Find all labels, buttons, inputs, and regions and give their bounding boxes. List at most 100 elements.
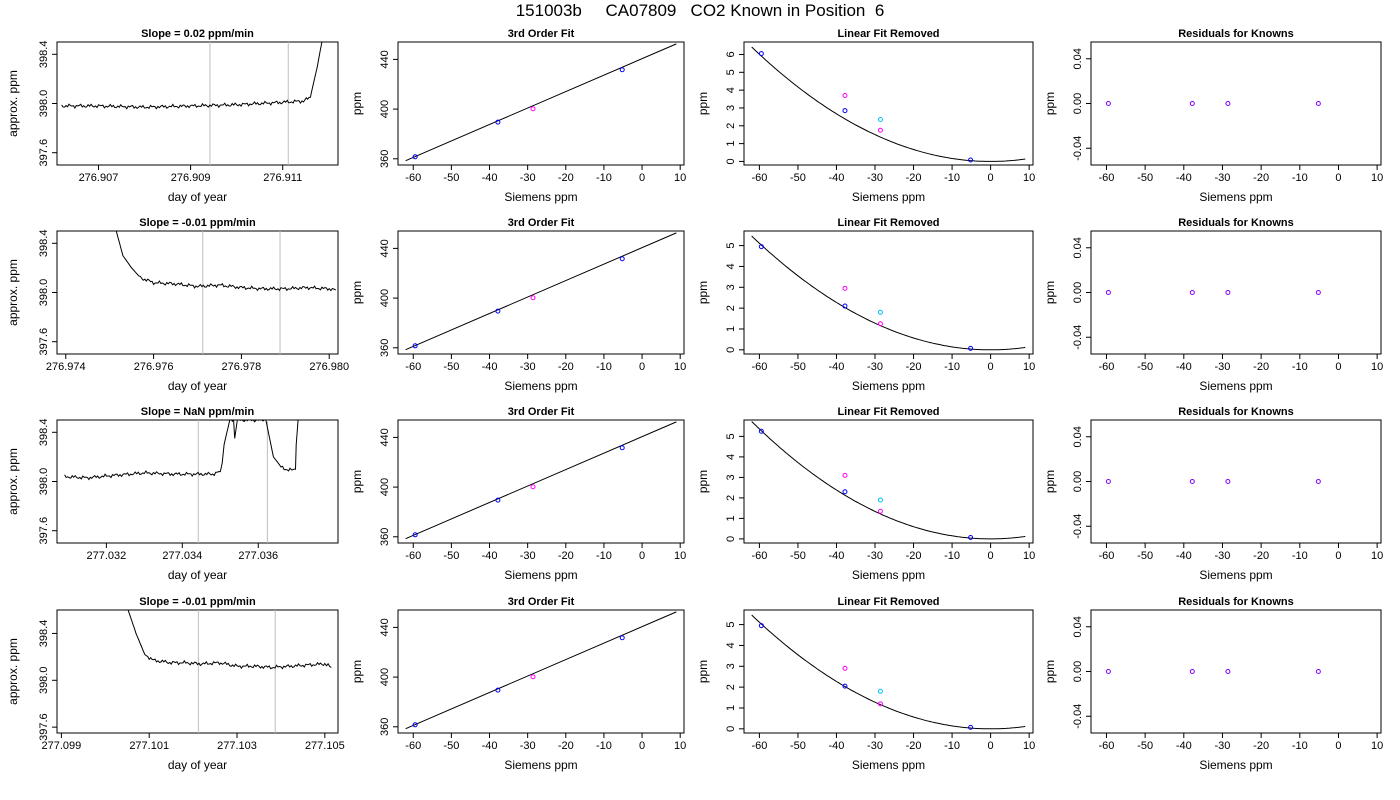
x-tick-label: 277.032 <box>86 550 126 562</box>
x-tick-label: 276.978 <box>222 361 262 373</box>
x-tick-label: 10 <box>674 172 686 184</box>
data-point <box>877 127 883 133</box>
y-tick-label: 440 <box>379 50 391 68</box>
x-axis-label: day of year <box>168 379 227 393</box>
x-tick-label: -10 <box>1292 740 1308 752</box>
fit-line <box>405 43 677 162</box>
y-tick-label: 0.00 <box>1072 471 1084 492</box>
y-tick-label: 0.04 <box>1072 48 1084 69</box>
x-tick-label: -20 <box>558 172 574 184</box>
x-tick-label: -50 <box>443 550 459 562</box>
plot-frame <box>397 419 685 544</box>
panel-timeseries-row2: Slope = -0.01 ppm/min 276.974 276.976 276.9… <box>6 217 349 393</box>
y-tick-label: 0 <box>725 158 737 164</box>
x-tick-label: -50 <box>790 361 806 373</box>
y-tick-label: 440 <box>379 618 391 636</box>
y-tick-label: 400 <box>379 478 391 496</box>
x-tick-label: 10 <box>1023 172 1035 184</box>
x-tick-label: -10 <box>1292 550 1308 562</box>
y-tick-label: 400 <box>379 289 391 307</box>
panel-title: Slope = 0.02 ppm/min <box>141 28 254 40</box>
x-tick-label: -60 <box>751 172 767 184</box>
x-tick-label: -30 <box>520 361 536 373</box>
fit-line <box>405 421 677 540</box>
x-tick-label: -50 <box>1137 550 1153 562</box>
x-tick-label: -30 <box>520 550 536 562</box>
y-tick-label: 0.04 <box>1072 616 1084 637</box>
y-tick-label: 397.6 <box>38 713 50 741</box>
x-tick-label: -20 <box>1253 550 1269 562</box>
panel-residuals-row1: Residuals for Knowns -60 -50 -40 -30 -20 -10 0 1… <box>1043 28 1383 204</box>
y-tick-label: 2 <box>725 305 737 311</box>
x-tick-label: 10 <box>1023 740 1035 752</box>
plot-area <box>115 231 337 354</box>
data-point <box>842 665 848 671</box>
y-axis-label: approx. ppm <box>6 448 20 515</box>
x-tick-label: -20 <box>906 361 922 373</box>
panel-title: 3rd Order Fit <box>508 596 575 608</box>
plot-area <box>64 420 299 543</box>
data-trace-line <box>127 610 332 670</box>
x-tick-label: -20 <box>558 361 574 373</box>
data-point <box>619 445 625 451</box>
plot-area <box>751 235 1026 351</box>
x-tick-label: 0 <box>639 172 645 184</box>
panel-title: Residuals for Knowns <box>1178 596 1294 608</box>
x-tick-label: 0 <box>988 172 994 184</box>
fit-line <box>405 232 677 351</box>
x-tick-label: -60 <box>1099 361 1115 373</box>
data-point <box>1225 669 1231 674</box>
panel-timeseries-row4: Slope = -0.01 ppm/min 277.099 277.101 277.1… <box>6 596 345 772</box>
fit-curve <box>751 421 1026 540</box>
data-point <box>1315 479 1321 484</box>
x-tick-label: -20 <box>558 550 574 562</box>
x-tick-label: -10 <box>596 361 612 373</box>
data-point <box>1225 479 1231 484</box>
plot-frame <box>56 41 339 166</box>
y-axis-label: ppm <box>350 660 364 683</box>
plot-area <box>405 611 677 730</box>
y-tick-label: 398.4 <box>38 419 50 447</box>
x-tick-label: 0 <box>639 361 645 373</box>
data-point <box>877 701 883 707</box>
y-tick-label: 0.00 <box>1072 282 1084 303</box>
data-point <box>530 484 536 490</box>
y-tick-label: 4 <box>725 87 737 93</box>
x-tick-label: -60 <box>405 172 421 184</box>
y-tick-label: 440 <box>379 239 391 257</box>
panel-fit-row3: 3rd Order Fit -60 -50 -40 -30 -20 -10 0 10 360 400… <box>350 406 686 582</box>
y-axis-label: ppm <box>350 470 364 493</box>
plot-frame <box>1090 230 1382 355</box>
x-tick-label: -10 <box>596 172 612 184</box>
data-point <box>1225 101 1231 106</box>
y-tick-label: 360 <box>379 150 391 168</box>
x-tick-label: -60 <box>751 361 767 373</box>
y-tick-label: 4 <box>725 454 737 460</box>
plot-area <box>405 43 677 162</box>
y-tick-label: 2 <box>725 684 737 690</box>
y-axis-label: ppm <box>696 470 710 493</box>
plot-area <box>751 46 1026 162</box>
data-point <box>1315 290 1321 295</box>
panel-timeseries-row1: Slope = 0.02 ppm/min 276.907 276.909 276.91… <box>6 28 339 204</box>
x-tick-label: -60 <box>405 740 421 752</box>
x-tick-label: -50 <box>443 172 459 184</box>
y-tick-label: 0 <box>725 536 737 542</box>
data-point <box>530 674 536 680</box>
plot-area <box>751 421 1026 540</box>
y-tick-label: 360 <box>379 528 391 546</box>
x-axis-label: Siemens ppm <box>1199 379 1272 393</box>
x-tick-label: 0 <box>988 740 994 752</box>
y-tick-label: 0.00 <box>1072 93 1084 114</box>
x-tick-label: -10 <box>944 361 960 373</box>
x-axis-label: Siemens ppm <box>1199 190 1272 204</box>
x-tick-label: -60 <box>751 550 767 562</box>
x-tick-label: 0 <box>988 550 994 562</box>
x-tick-label: 276.974 <box>46 361 86 373</box>
panel-title: Slope = -0.01 ppm/min <box>139 596 256 608</box>
x-axis-label: Siemens ppm <box>852 379 925 393</box>
data-point <box>1105 479 1111 484</box>
panel-fit-row4: 3rd Order Fit -60 -50 -40 -30 -20 -10 0 10 360 400… <box>350 596 686 772</box>
y-tick-label: 0.04 <box>1072 237 1084 258</box>
data-point <box>1105 101 1111 106</box>
